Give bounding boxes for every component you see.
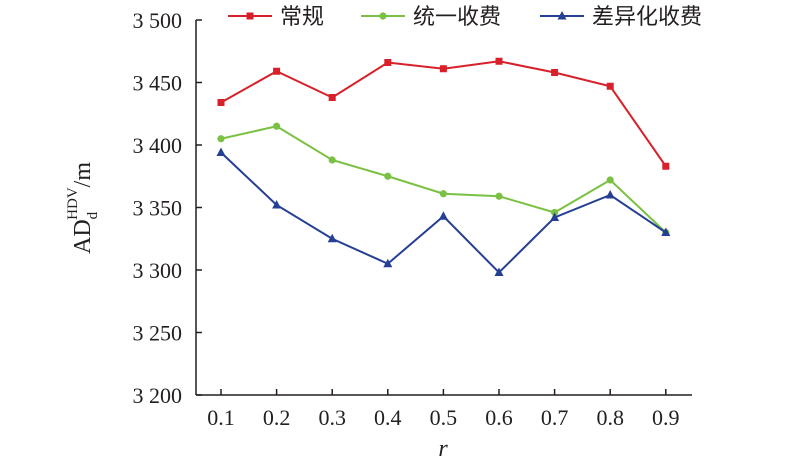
- series-3-point: [494, 267, 504, 276]
- x-tick-label: 0.1: [207, 405, 235, 430]
- legend-swatch-marker: [246, 12, 254, 20]
- x-tick-label: 0.2: [263, 405, 291, 430]
- series-1: [217, 57, 670, 170]
- chart-axes: 3 200 3 250 3 300 3 350 3 400 3 450 3 500 0.1 0.…: [133, 8, 692, 430]
- x-tick-label: 0.3: [318, 405, 346, 430]
- series-3-point: [216, 147, 226, 156]
- legend-swatch-marker: [379, 12, 387, 20]
- y-axis-title-main: AD: [70, 219, 96, 254]
- series-2-point: [273, 122, 281, 130]
- series-2-point: [384, 172, 392, 180]
- series-1-point: [439, 65, 447, 73]
- x-tick-label: 0.6: [485, 405, 513, 430]
- legend-label: 统一收费: [413, 5, 501, 30]
- series-1-point: [551, 69, 559, 76]
- series-3-point: [550, 212, 560, 221]
- chart-series-layer: [216, 57, 671, 276]
- x-tick-label: 0.7: [541, 405, 569, 430]
- series-3-point: [327, 233, 337, 243]
- series-3-point: [383, 258, 393, 268]
- series-3-point: [605, 190, 615, 199]
- series-1-point: [328, 94, 336, 101]
- y-tick-label: 3 450: [133, 71, 183, 96]
- series-2-point: [439, 190, 447, 198]
- legend-item-3: 差异化收费: [540, 5, 702, 30]
- y-axis-title-unit: /m: [70, 162, 96, 188]
- series-3-point: [661, 227, 671, 236]
- series-1-line: [220, 60, 667, 167]
- y-tick-label: 3 300: [133, 258, 183, 283]
- series-2-point: [328, 156, 336, 164]
- y-tick-label: 3 400: [133, 133, 183, 158]
- y-tick-label: 3 350: [133, 196, 183, 221]
- legend-swatch-marker: [557, 11, 567, 20]
- y-tick-label: 3 500: [133, 8, 183, 33]
- series-1-point: [606, 82, 614, 90]
- legend-item-1: 常规: [228, 5, 324, 30]
- series-3-point: [272, 200, 282, 209]
- chart-legend: 常规 统一收费 差异化收费: [228, 5, 702, 30]
- series-2-point: [495, 192, 503, 200]
- series-1-point: [217, 99, 225, 106]
- series-1-point: [384, 59, 392, 66]
- x-tick-label: 0.5: [430, 405, 458, 430]
- series-2-point: [606, 176, 614, 184]
- x-tick-label: 0.4: [374, 405, 402, 430]
- series-2: [217, 122, 670, 237]
- legend-item-2: 统一收费: [361, 5, 501, 30]
- series-1-point: [495, 57, 503, 65]
- legend-label: 差异化收费: [592, 5, 702, 30]
- svg-text:ADdHDV/m: ADd HDV/m: [65, 162, 101, 254]
- y-tick-label: 3 200: [133, 383, 183, 408]
- x-axis-title: r: [438, 436, 448, 462]
- series-1-point: [273, 67, 281, 75]
- y-axis-title-subscript: d: [85, 211, 101, 219]
- x-tick-label: 0.9: [652, 405, 680, 430]
- series-3: [216, 147, 671, 276]
- x-tick-label: 0.8: [596, 405, 624, 430]
- series-1-point: [662, 162, 670, 170]
- series-3-point: [438, 211, 448, 220]
- y-axis-title: ADd HDV/m: [65, 162, 101, 254]
- series-2-point: [217, 135, 225, 143]
- legend-label: 常规: [280, 5, 324, 30]
- y-axis-title-superscript: HDV: [65, 187, 81, 220]
- y-tick-label: 3 250: [133, 321, 183, 346]
